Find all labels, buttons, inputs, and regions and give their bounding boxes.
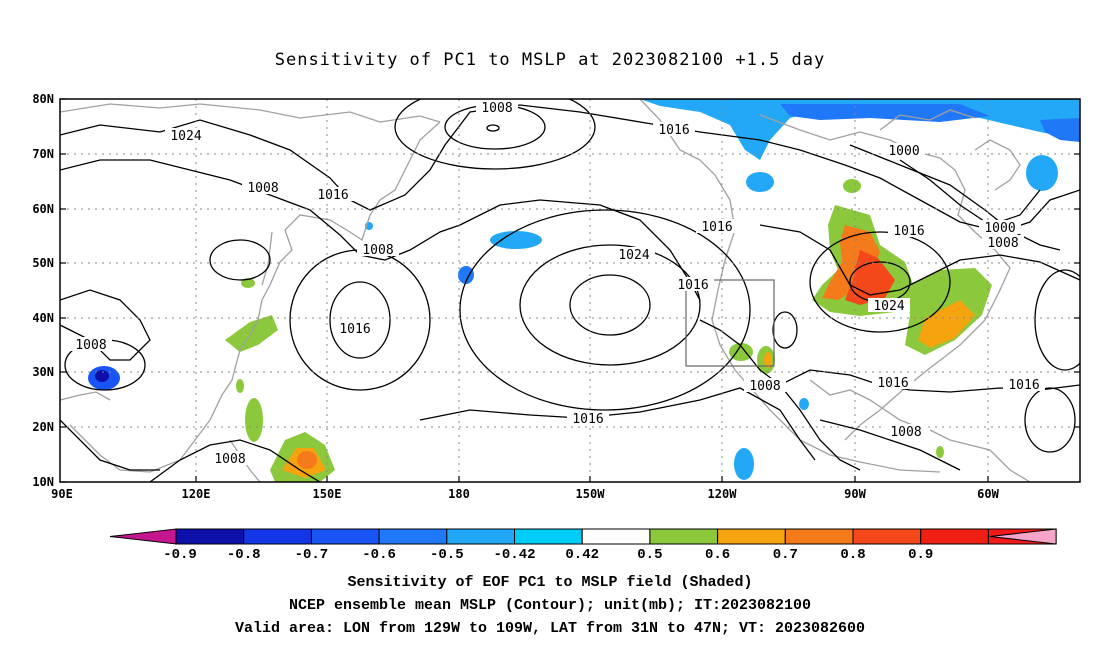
lon-label: 90E [51,487,73,501]
svg-text:1016: 1016 [701,220,732,235]
colorbar-label: 0.6 [705,547,730,563]
colorbar-cell [649,528,719,545]
svg-text:1016: 1016 [572,412,603,427]
contour-label: 1008 [357,242,399,258]
footer-line-1: Sensitivity of EOF PC1 to MSLP field (Sh… [347,574,753,591]
colorbar-label: 0.8 [840,547,865,563]
contour-label: 1016 [888,223,930,239]
colorbar-cell [581,528,651,545]
footer-line-3: Valid area: LON from 129W to 109W, LAT f… [234,620,866,637]
svg-text:1024: 1024 [618,248,649,263]
contour-label: 1016 [672,277,714,293]
contour-label: 1008 [209,451,251,467]
lat-label: 10N [32,475,54,489]
svg-text:1016: 1016 [658,123,689,138]
contour-label: 1008 [476,100,518,116]
svg-text:1016: 1016 [677,278,708,293]
shaded-sensitivity [88,99,1080,482]
contour-label: 1016 [567,411,609,427]
colorbar-cell [514,528,583,545]
contour-label: 1016 [312,187,354,203]
colorbar-cell [310,528,380,545]
svg-text:1008: 1008 [362,243,393,258]
colorbar-label: 0.5 [637,547,662,563]
contour-label: 1016 [334,321,376,337]
contour-label: 1024 [868,298,910,314]
svg-text:1008: 1008 [214,452,245,467]
svg-text:1008: 1008 [987,236,1018,251]
svg-text:1016: 1016 [893,224,924,239]
lat-label: 60N [32,202,54,216]
colorbar-label: 0.7 [773,547,798,563]
colorbar-cell [784,528,854,545]
colorbar-label: -0.6 [362,547,396,563]
lon-label: 60W [977,487,999,501]
colorbar-label: -0.9 [163,547,197,563]
contour-label: 1008 [982,235,1024,251]
colorbar-arrow-low [109,528,177,545]
colorbar-label: -0.42 [493,547,535,563]
lon-label: 90W [844,487,866,501]
svg-text:1016: 1016 [317,188,348,203]
contour-label: 1024 [165,128,207,144]
svg-text:1008: 1008 [749,379,780,394]
colorbar-cell [852,528,922,545]
colorbar-cell [378,528,448,545]
svg-text:1008: 1008 [481,101,512,116]
colorbar-label: 0.42 [565,547,599,563]
svg-text:1008: 1008 [247,181,278,196]
lat-label: 30N [32,365,54,379]
contour-label: 1000 [979,220,1021,236]
chart-title: Sensitivity of PC1 to MSLP at 2023082100… [274,50,826,70]
lon-label: 120E [182,487,211,501]
colorbar-label: -0.5 [430,547,464,563]
footer-line-2: NCEP ensemble mean MSLP (Contour); unit(… [288,597,812,614]
contour-label: 1016 [696,219,738,235]
svg-text:1016: 1016 [1008,378,1039,393]
lon-label: 180 [448,487,470,501]
colorbar-cell [920,528,989,545]
lat-label: 80N [32,92,54,106]
colorbar-cell [243,528,312,545]
lon-label: 150E [313,487,342,501]
graticule [60,99,1080,482]
lon-label: 120W [708,487,738,501]
lat-label: 50N [32,256,54,270]
svg-text:1024: 1024 [170,129,201,144]
lat-label: 70N [32,147,54,161]
colorbar-label: 0.9 [908,547,933,563]
contour-label: 1008 [885,424,927,440]
contour-label: 1016 [872,375,914,391]
contour-label: 1024 [613,247,655,263]
contour-label: 1008 [744,378,786,394]
svg-text:1000: 1000 [984,221,1015,236]
svg-text:1016: 1016 [339,322,370,337]
contour-label: 1000 [883,143,925,159]
colorbar-label: -0.8 [227,547,261,563]
colorbar-cell [175,528,245,545]
svg-text:1008: 1008 [75,338,106,353]
contour-label: 1008 [70,337,112,353]
contour-label: 1008 [242,180,284,196]
lat-label: 20N [32,420,54,434]
contour-label: 1016 [1003,377,1045,393]
valid-area-box [685,279,775,367]
colorbar-cell [446,528,515,545]
colorbar-arrow-high [989,528,1057,545]
svg-text:1016: 1016 [877,376,908,391]
lon-label: 150W [576,487,606,501]
contour-label: 1016 [653,122,695,138]
colorbar-cell [717,528,786,545]
lat-label: 40N [32,311,54,325]
isobar-contours [60,99,1080,482]
svg-text:1024: 1024 [873,299,904,314]
svg-text:1008: 1008 [890,425,921,440]
svg-text:1000: 1000 [888,144,919,159]
colorbar-label: -0.7 [295,547,329,563]
